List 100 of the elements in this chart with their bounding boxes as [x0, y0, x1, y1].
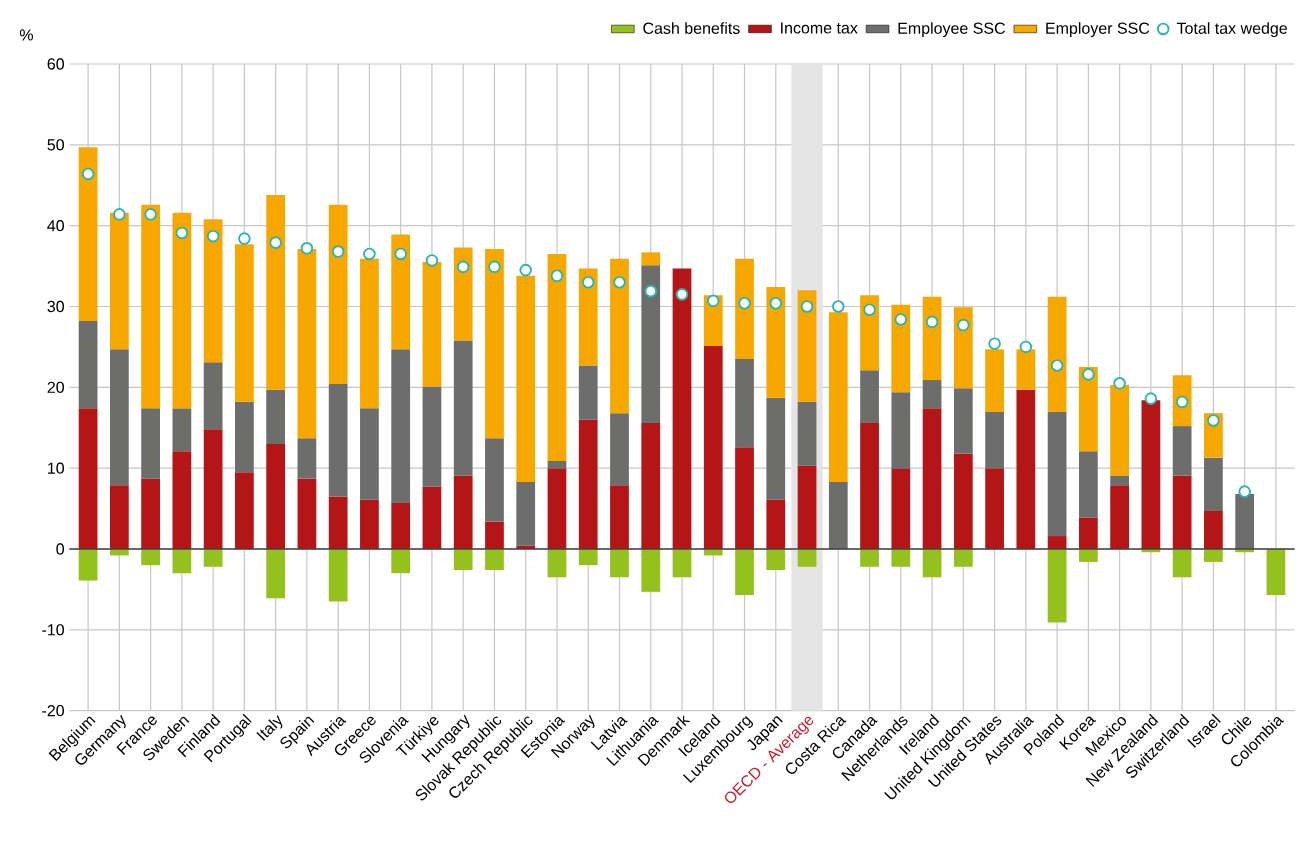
- point: [988, 337, 1001, 350]
- bar: [641, 548, 661, 592]
- bar: [485, 521, 504, 549]
- bar: [766, 499, 786, 549]
- point: [863, 303, 876, 316]
- bar: [547, 468, 567, 549]
- bar: [391, 502, 411, 549]
- point: [675, 288, 689, 301]
- bar: [78, 408, 98, 549]
- y-tick-label: 0: [56, 543, 65, 555]
- bar: [109, 349, 129, 486]
- legend-label: Employee SSC: [898, 22, 1006, 38]
- bar: [203, 219, 223, 363]
- bar: [641, 265, 661, 423]
- bar: [516, 275, 536, 482]
- bar: [422, 486, 442, 549]
- legend-label: Income tax: [781, 22, 858, 34]
- point: [331, 245, 345, 258]
- bar: [703, 346, 723, 549]
- point: [738, 296, 751, 310]
- bar: [360, 258, 379, 409]
- y-tick-label: -20: [42, 704, 65, 717]
- bar: [1172, 475, 1192, 549]
- bar: [610, 548, 629, 578]
- bar: [297, 249, 317, 439]
- bar: [360, 499, 379, 549]
- bar: [141, 408, 160, 479]
- bar: [766, 287, 786, 398]
- bar: [1172, 548, 1192, 578]
- point: [300, 242, 314, 255]
- bar: [547, 460, 567, 469]
- point: [925, 315, 939, 329]
- bar: [78, 147, 98, 322]
- bar: [360, 408, 379, 500]
- point: [894, 313, 908, 326]
- legend-label: Cash benefits: [643, 22, 740, 34]
- point: [706, 294, 720, 308]
- point: [456, 260, 470, 274]
- legend-label: Employer SSC: [1046, 22, 1150, 38]
- bar: [391, 548, 411, 574]
- bar: [1047, 411, 1067, 537]
- point: [519, 263, 532, 277]
- bar: [141, 548, 160, 566]
- bar: [672, 268, 692, 549]
- bar: [1078, 517, 1098, 549]
- bar: [766, 397, 786, 500]
- bar: [235, 401, 254, 473]
- bar: [735, 258, 754, 360]
- point: [769, 296, 783, 310]
- bar: [891, 304, 911, 393]
- bar: [953, 453, 973, 549]
- point: [113, 208, 126, 221]
- bar: [453, 548, 473, 571]
- bar: [672, 548, 692, 578]
- point: [81, 167, 95, 181]
- bar: [797, 290, 817, 402]
- bar: [797, 548, 817, 567]
- bar: [141, 478, 160, 549]
- bar: [860, 370, 879, 423]
- point: [1238, 485, 1251, 498]
- point: [644, 284, 658, 298]
- point: [1113, 377, 1126, 390]
- bar: [985, 468, 1004, 549]
- y-tick-label: 40: [47, 220, 65, 232]
- bar: [797, 401, 817, 466]
- legend-label: Total tax wedge: [1176, 22, 1287, 38]
- point: [581, 275, 595, 289]
- bar: [610, 413, 629, 486]
- bar: [78, 321, 98, 409]
- point: [175, 226, 189, 240]
- bar: [1110, 475, 1129, 486]
- bar: [172, 548, 192, 574]
- bar: [641, 422, 661, 549]
- bar: [1204, 457, 1223, 511]
- point: [1082, 368, 1095, 381]
- bar: [1047, 548, 1067, 623]
- bar: [328, 548, 348, 602]
- bar: [828, 312, 848, 482]
- bar: [547, 548, 567, 578]
- bar: [485, 249, 504, 439]
- bar: [1078, 367, 1098, 452]
- bar: [1141, 400, 1161, 549]
- y-tick-label: 10: [48, 462, 65, 474]
- bar: [828, 481, 848, 549]
- point: [957, 318, 970, 332]
- point: [394, 247, 407, 261]
- bar: [485, 438, 504, 522]
- bar: [735, 359, 754, 448]
- bar: [735, 548, 754, 596]
- y-tick-label: 30: [47, 300, 65, 313]
- bar: [1047, 296, 1067, 412]
- bar: [953, 388, 973, 454]
- point: [1019, 340, 1033, 354]
- bar: [641, 252, 661, 266]
- y-tick-label: 50: [47, 139, 65, 151]
- bar: [203, 429, 223, 549]
- bar: [422, 262, 442, 387]
- bar: [578, 419, 598, 549]
- bar: [391, 234, 411, 350]
- bar: [172, 451, 192, 549]
